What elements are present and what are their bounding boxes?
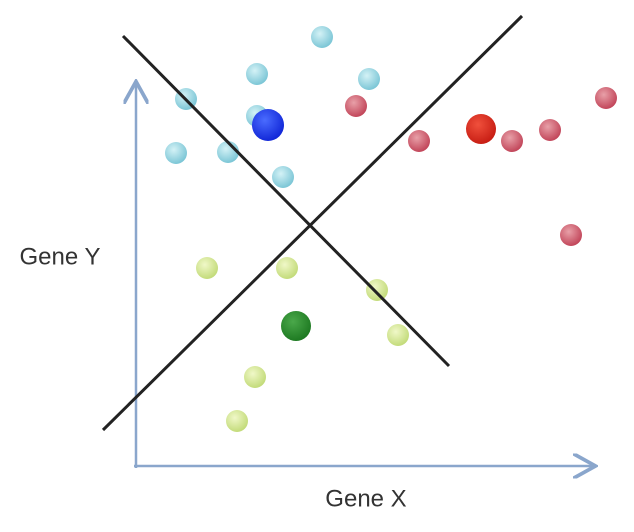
- centroids: [252, 109, 496, 341]
- red-points: [345, 87, 617, 246]
- point: [244, 366, 266, 388]
- boundary-line: [101, 14, 524, 432]
- point: [276, 257, 298, 279]
- point: [272, 166, 294, 188]
- y-axis-label: Gene Y: [20, 243, 101, 270]
- point: [165, 142, 187, 164]
- point: [345, 95, 367, 117]
- point: [246, 63, 268, 85]
- point: [539, 119, 561, 141]
- centroid-blue: [252, 109, 284, 141]
- point: [560, 224, 582, 246]
- point: [501, 130, 523, 152]
- point: [196, 257, 218, 279]
- x-axis-label: Gene X: [325, 485, 406, 512]
- boundary-line: [121, 34, 451, 368]
- point: [408, 130, 430, 152]
- point: [595, 87, 617, 109]
- point: [387, 324, 409, 346]
- centroid-green: [281, 311, 311, 341]
- point: [226, 410, 248, 432]
- axes: [134, 84, 593, 468]
- boundaries: [101, 14, 524, 432]
- centroid-red: [466, 114, 496, 144]
- point: [366, 279, 388, 301]
- point: [358, 68, 380, 90]
- green-points: [196, 257, 409, 432]
- point: [311, 26, 333, 48]
